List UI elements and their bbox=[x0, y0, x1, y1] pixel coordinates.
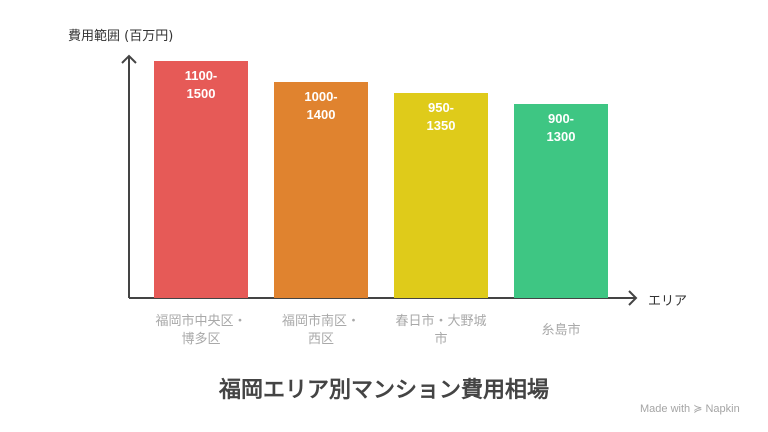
bar-minami-nishi: 1000- 1400 bbox=[274, 82, 368, 298]
category-label-line: 福岡市南区・ bbox=[281, 314, 360, 329]
bar-value-label: 950- 1350 bbox=[426, 100, 456, 133]
category-label-itoshima: 糸島市 bbox=[501, 322, 621, 340]
x-axis-arrow-icon bbox=[628, 290, 638, 306]
bar-chuo-hakata: 1100- 1500 bbox=[154, 61, 248, 298]
category-label-line: 福岡市中央区・ bbox=[155, 314, 247, 329]
category-label-kasuga-onojo: 春日市・大野城 市 bbox=[381, 313, 501, 349]
bar-itoshima: 900- 1300 bbox=[514, 104, 608, 298]
bar-kasuga-onojo: 950- 1350 bbox=[394, 93, 488, 298]
chart-title: 福岡エリア別マンション費用相場 bbox=[218, 378, 549, 403]
y-axis-label: 費用範囲 (百万円) bbox=[68, 29, 174, 44]
x-axis-label: エリア bbox=[648, 294, 688, 309]
category-label-line: 博多区 bbox=[181, 332, 221, 347]
category-label-minami-nishi: 福岡市南区・ 西区 bbox=[261, 313, 381, 349]
bar-value-label: 1000- 1400 bbox=[304, 89, 338, 122]
y-axis-arrow-icon bbox=[121, 54, 137, 64]
bar-value-label: 1100- 1500 bbox=[184, 68, 218, 101]
category-label-line: 市 bbox=[434, 332, 448, 347]
bar-value-label: 900- 1300 bbox=[546, 111, 576, 144]
category-label-chuo-hakata: 福岡市中央区・ 博多区 bbox=[141, 313, 261, 349]
category-label-line: 西区 bbox=[307, 332, 334, 347]
category-label-line: 春日市・大野城 bbox=[395, 314, 487, 329]
category-label-line: 糸島市 bbox=[541, 323, 581, 338]
napkin-credit: Made with ≽ Napkin bbox=[640, 403, 740, 415]
